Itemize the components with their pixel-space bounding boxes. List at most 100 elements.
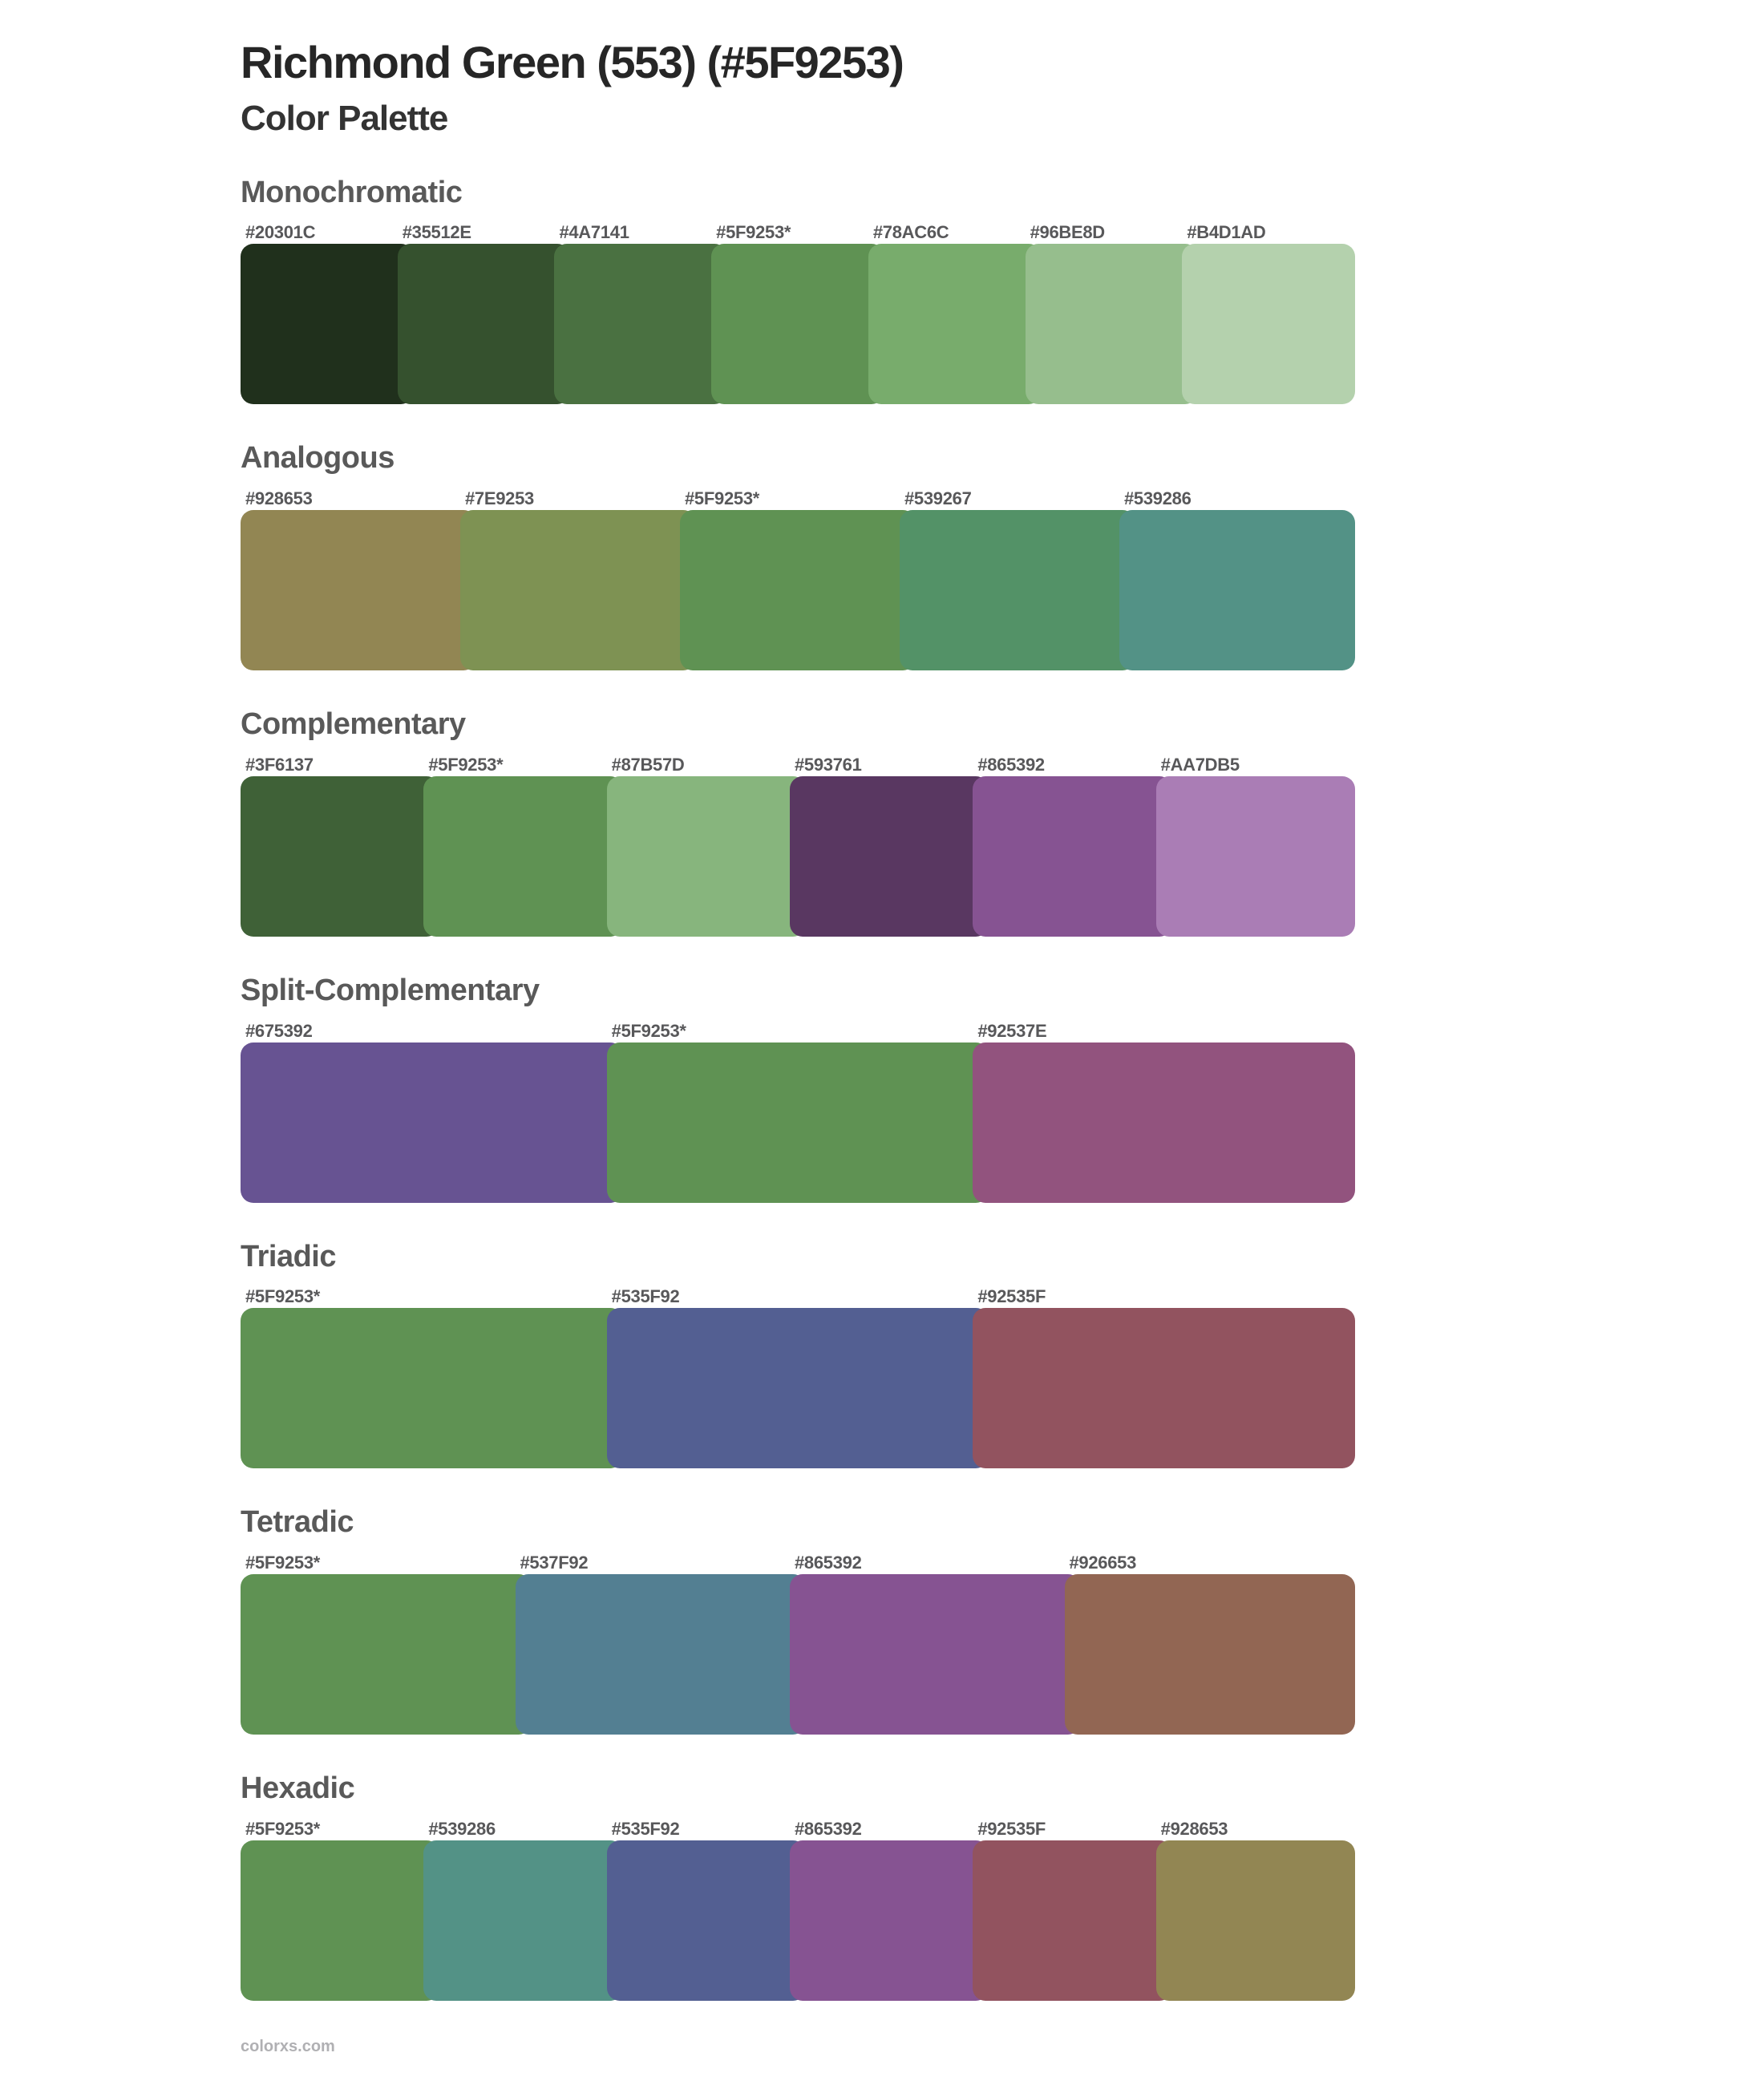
color-swatch[interactable] xyxy=(900,510,1135,671)
swatch-column: #87B57D xyxy=(606,754,806,937)
swatch-column: #7E9253 xyxy=(460,488,696,671)
swatch-hex-label: #5F9253* xyxy=(685,488,760,509)
color-swatch[interactable] xyxy=(241,1308,623,1469)
swatch-hex-label: #B4D1AD xyxy=(1187,222,1266,243)
color-swatch[interactable] xyxy=(790,1573,1081,1735)
swatch-column: #20301C xyxy=(241,221,414,405)
swatch-hex-label: #20301C xyxy=(245,222,316,243)
swatch-column: #928653 xyxy=(1155,1818,1355,2001)
palette-heading: Tetradic xyxy=(241,1505,354,1540)
palette-heading: Monochromatic xyxy=(241,175,463,209)
swatch-column: #865392 xyxy=(789,1818,989,2001)
swatch-column: #35512E xyxy=(397,221,571,405)
color-swatch[interactable] xyxy=(680,510,916,671)
swatch-column: #539286 xyxy=(1119,488,1355,671)
swatch-strip: #5F9253* #537F92 #865392 #926653 xyxy=(241,1552,1355,1735)
swatch-column: #92535F xyxy=(973,1285,1356,1469)
color-swatch[interactable] xyxy=(423,775,623,937)
swatch-hex-label: #926653 xyxy=(1069,1552,1137,1573)
swatch-hex-label: #5F9253* xyxy=(245,1552,321,1573)
swatch-column: #539286 xyxy=(423,1818,623,2001)
swatch-column: #5F9253* xyxy=(423,754,623,937)
color-swatch[interactable] xyxy=(973,1042,1356,1203)
swatch-column: #926653 xyxy=(1064,1552,1355,1735)
palette-section-analogous: Analogous #928653 #7E9253 #5F9253* #539267 #5… xyxy=(241,441,1355,671)
color-swatch[interactable] xyxy=(241,1573,532,1735)
swatch-column: #5F9253* xyxy=(606,1020,989,1203)
swatch-column: #92537E xyxy=(973,1020,1356,1203)
swatch-column: #B4D1AD xyxy=(1182,221,1356,405)
swatch-hex-label: #35512E xyxy=(402,222,471,243)
color-swatch[interactable] xyxy=(241,1840,440,2001)
color-swatch[interactable] xyxy=(789,775,989,937)
swatch-hex-label: #3F6137 xyxy=(245,754,314,775)
color-swatch[interactable] xyxy=(973,1308,1356,1469)
color-swatch[interactable] xyxy=(1064,1573,1355,1735)
swatch-column: #3F6137 xyxy=(241,754,440,937)
color-swatch[interactable] xyxy=(241,1042,623,1203)
color-swatch[interactable] xyxy=(554,244,728,405)
swatch-column: #593761 xyxy=(789,754,989,937)
swatch-column: #5F9253* xyxy=(241,1818,440,2001)
swatch-column: #535F92 xyxy=(606,1818,806,2001)
swatch-hex-label: #92535F xyxy=(977,1818,1046,1839)
swatch-hex-label: #865392 xyxy=(794,1818,862,1839)
swatch-strip: #675392 #5F9253* #92537E xyxy=(241,1020,1356,1203)
page-title: Richmond Green (553) (#5F9253) xyxy=(241,37,904,87)
palette-section-hexadic: Hexadic #5F9253* #539286 #535F92 #865392 #925… xyxy=(241,1771,1355,2001)
color-swatch[interactable] xyxy=(1119,510,1355,671)
color-swatch[interactable] xyxy=(423,1840,623,2001)
color-swatch[interactable] xyxy=(241,775,440,937)
swatch-column: #5F9253* xyxy=(241,1552,532,1735)
color-swatch[interactable] xyxy=(1155,775,1355,937)
color-swatch[interactable] xyxy=(606,1042,989,1203)
color-swatch[interactable] xyxy=(789,1840,989,2001)
color-swatch[interactable] xyxy=(241,510,476,671)
color-swatch[interactable] xyxy=(868,244,1042,405)
swatch-column: #5F9253* xyxy=(711,221,884,405)
swatch-strip: #928653 #7E9253 #5F9253* #539267 #539286 xyxy=(241,488,1355,671)
color-swatch[interactable] xyxy=(606,1308,989,1469)
swatch-column: #AA7DB5 xyxy=(1155,754,1355,937)
swatch-hex-label: #865392 xyxy=(977,754,1045,775)
color-swatch[interactable] xyxy=(973,1840,1172,2001)
swatch-strip: #5F9253* #539286 #535F92 #865392 #92535F #928… xyxy=(241,1818,1355,2001)
color-swatch[interactable] xyxy=(1155,1840,1355,2001)
palette-heading: Split-Complementary xyxy=(241,973,540,1007)
color-swatch[interactable] xyxy=(1025,244,1199,405)
swatch-column: #535F92 xyxy=(606,1285,989,1469)
swatch-column: #5F9253* xyxy=(241,1285,623,1469)
swatch-column: #5F9253* xyxy=(680,488,916,671)
swatch-column: #96BE8D xyxy=(1025,221,1199,405)
color-swatch[interactable] xyxy=(460,510,696,671)
swatch-column: #928653 xyxy=(241,488,476,671)
color-swatch[interactable] xyxy=(397,244,571,405)
color-swatch[interactable] xyxy=(606,775,806,937)
swatch-column: #537F92 xyxy=(515,1552,806,1735)
color-swatch[interactable] xyxy=(241,244,414,405)
color-swatch[interactable] xyxy=(515,1573,806,1735)
swatch-hex-label: #537F92 xyxy=(520,1552,589,1573)
swatch-hex-label: #539286 xyxy=(1124,488,1192,509)
swatch-hex-label: #539286 xyxy=(428,1818,496,1839)
swatch-strip: #3F6137 #5F9253* #87B57D #593761 #865392 #AA7… xyxy=(241,754,1355,937)
color-swatch[interactable] xyxy=(711,244,884,405)
swatch-hex-label: #928653 xyxy=(1160,1818,1228,1839)
swatch-column: #865392 xyxy=(790,1552,1081,1735)
swatch-hex-label: #96BE8D xyxy=(1030,222,1106,243)
color-swatch[interactable] xyxy=(606,1840,806,2001)
swatch-hex-label: #92535F xyxy=(977,1286,1046,1307)
color-swatch[interactable] xyxy=(1182,244,1356,405)
footer-site-link[interactable]: colorxs.com xyxy=(241,2037,335,2055)
swatch-hex-label: #5F9253* xyxy=(428,754,504,775)
swatch-column: #4A7141 xyxy=(554,221,728,405)
swatch-strip: #5F9253* #535F92 #92535F xyxy=(241,1285,1356,1469)
palette-heading: Hexadic xyxy=(241,1771,355,1805)
palette-heading: Analogous xyxy=(241,441,394,476)
page-subtitle: Color Palette xyxy=(241,99,448,139)
swatch-column: #675392 xyxy=(241,1020,623,1203)
color-swatch[interactable] xyxy=(973,775,1172,937)
swatch-hex-label: #535F92 xyxy=(611,1818,680,1839)
swatch-hex-label: #AA7DB5 xyxy=(1160,754,1240,775)
